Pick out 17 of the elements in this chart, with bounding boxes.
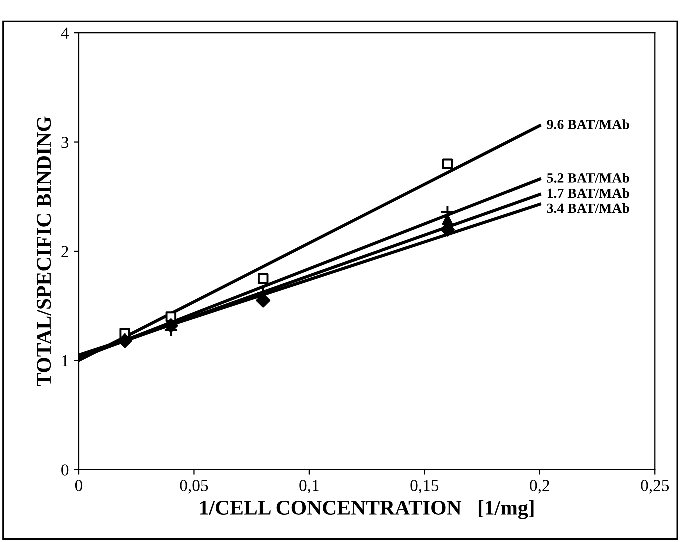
y-axis-title: TOTAL/SPECIFIC BINDING [37, 116, 52, 387]
series-label: 1.7 BAT/MAb [548, 188, 630, 198]
y-tick-label: 3 [62, 137, 69, 148]
x-tick-label: 0,25 [641, 480, 670, 494]
series-label: 5.2 BAT/MAb [547, 173, 630, 183]
y-tick-label: 2 [62, 246, 68, 258]
x-tick-label: 0,2 [530, 480, 550, 494]
x-axis-title: 1/CELL CONCENTRATION [1/mg] [200, 500, 534, 520]
x-tick-label: 0,1 [300, 480, 319, 494]
y-tick-label: 0 [62, 464, 69, 476]
x-tick-label: 0 [75, 480, 83, 492]
x-tick-label: 0,15 [410, 480, 439, 494]
x-tick-label: 0,05 [180, 480, 208, 494]
series-label: 3.4 BAT/MAb [547, 203, 630, 214]
series-label: 9.6 BAT/MAb [547, 120, 630, 130]
y-tick-label: 1 [62, 355, 68, 366]
y-tick-label: 4 [61, 28, 70, 39]
